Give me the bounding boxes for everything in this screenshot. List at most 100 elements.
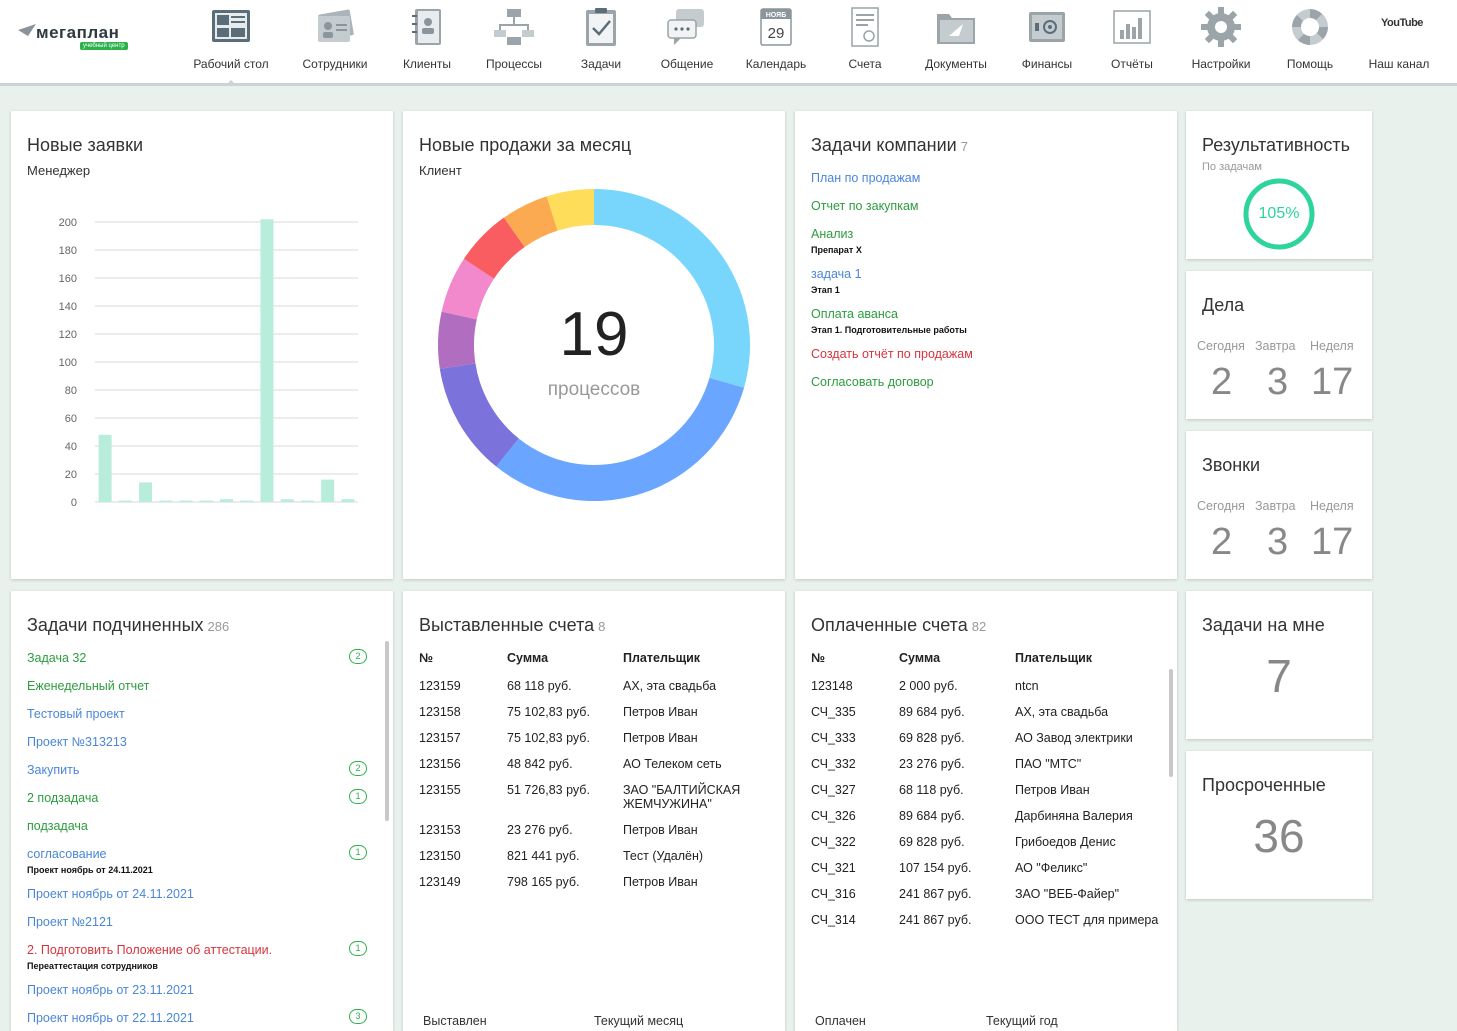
list-item[interactable]: Проект №313213 xyxy=(27,735,371,751)
invoice-number-link[interactable]: СЧ_332 xyxy=(811,757,856,771)
list-item[interactable]: 2 подзадача 1 xyxy=(27,789,371,807)
bar[interactable] xyxy=(240,500,254,502)
list-item[interactable]: согласование Проект ноябрь от 24.11.2021 1 xyxy=(27,845,371,875)
my-tasks-value[interactable]: 7 xyxy=(1266,650,1292,702)
bar[interactable] xyxy=(159,500,173,502)
task-link[interactable]: Проект №2121 xyxy=(27,915,113,929)
bar[interactable] xyxy=(300,500,314,502)
invoice-number-link[interactable]: 123153 xyxy=(419,823,461,837)
list-item[interactable]: Оплата аванса Этап 1. Подготовительные ра… xyxy=(811,307,1161,335)
task-link[interactable]: Отчет по закупкам xyxy=(811,199,919,213)
deals-card[interactable]: Дела Сегодня Завтра Неделя 2 3 17 xyxy=(1186,271,1372,419)
comments-count-icon[interactable]: 1 xyxy=(349,845,367,860)
invoice-number-link[interactable]: СЧ_322 xyxy=(811,835,856,849)
nav-tasks[interactable]: Задачи xyxy=(570,0,632,86)
donut-slice[interactable] xyxy=(439,363,519,467)
comments-count-icon[interactable]: 2 xyxy=(349,649,367,664)
invoice-number-link[interactable]: 123150 xyxy=(419,849,461,863)
list-item[interactable]: Анализ Препарат X xyxy=(811,227,1161,255)
issued-footer-period[interactable]: Текущий месяц xyxy=(594,1014,684,1028)
calls-card[interactable]: Звонки Сегодня Завтра Неделя 2 3 17 xyxy=(1186,431,1372,579)
list-item[interactable]: Проект №2121 xyxy=(27,915,371,931)
comments-count-icon[interactable]: 2 xyxy=(349,761,367,776)
task-link[interactable]: Анализ xyxy=(811,227,854,241)
stat-value-week[interactable]: 17 xyxy=(1311,361,1354,403)
invoice-number-link[interactable]: 123149 xyxy=(419,875,461,889)
task-link[interactable]: Оплата аванса xyxy=(811,307,898,321)
task-link[interactable]: 2 подзадача xyxy=(27,791,99,805)
invoice-number-link[interactable]: 123155 xyxy=(419,783,461,797)
bar[interactable] xyxy=(260,219,274,502)
invoice-number-link[interactable]: 123158 xyxy=(419,705,461,719)
list-item[interactable]: 2. Подготовить Положение об аттестации. П… xyxy=(27,941,371,971)
nav-youtube-channel[interactable]: YouTube Наш канал xyxy=(1362,0,1436,86)
list-item[interactable]: Проект ноябрь от 23.11.2021 xyxy=(27,983,371,999)
task-link[interactable]: Проект №313213 xyxy=(27,735,127,749)
bar[interactable] xyxy=(98,434,112,502)
task-link[interactable]: Проект ноябрь от 24.11.2021 xyxy=(27,887,194,901)
task-link[interactable]: Еженедельный отчет xyxy=(27,679,150,693)
list-item[interactable]: Проект ноябрь от 22.11.2021 3 xyxy=(27,1009,371,1027)
invoice-number-link[interactable]: 123157 xyxy=(419,731,461,745)
scrollbar[interactable] xyxy=(1169,669,1173,777)
task-link[interactable]: Тестовый проект xyxy=(27,707,125,721)
bar[interactable] xyxy=(118,500,132,502)
bar[interactable] xyxy=(321,479,335,502)
task-link[interactable]: Задача 32 xyxy=(27,651,87,665)
invoice-number-link[interactable]: СЧ_327 xyxy=(811,783,856,797)
nav-help[interactable]: Помощь xyxy=(1276,0,1344,86)
task-link[interactable]: подзадача xyxy=(27,819,88,833)
nav-desktop[interactable]: Рабочий стол xyxy=(188,0,274,86)
comments-count-icon[interactable]: 3 xyxy=(349,1009,367,1024)
nav-finance[interactable]: Финансы xyxy=(1012,0,1082,86)
invoice-number-link[interactable]: СЧ_321 xyxy=(811,861,856,875)
nav-reports[interactable]: Отчёты xyxy=(1100,0,1164,86)
nav-clients[interactable]: Клиенты xyxy=(390,0,464,86)
bar[interactable] xyxy=(179,500,193,502)
nav-calendar[interactable]: НОЯБ 29 Календарь xyxy=(740,0,812,86)
task-link[interactable]: Проект ноябрь от 23.11.2021 xyxy=(27,983,194,997)
overdue-value[interactable]: 36 xyxy=(1253,810,1305,862)
list-item[interactable]: Проект ноябрь от 24.11.2021 xyxy=(27,887,371,903)
bar[interactable] xyxy=(220,499,233,502)
bar[interactable] xyxy=(139,482,153,502)
invoice-number-link[interactable]: 123148 xyxy=(811,679,853,693)
task-link[interactable]: 2. Подготовить Положение об аттестации. xyxy=(27,943,273,957)
overdue-card[interactable]: Просроченные 36 xyxy=(1186,751,1372,899)
comments-count-icon[interactable]: 1 xyxy=(349,789,367,804)
invoice-number-link[interactable]: 123159 xyxy=(419,679,461,693)
list-item[interactable]: подзадача xyxy=(27,819,371,835)
invoice-number-link[interactable]: СЧ_314 xyxy=(811,913,856,927)
task-link[interactable]: согласование xyxy=(27,847,107,861)
donut-slice[interactable] xyxy=(496,377,745,502)
scrollbar[interactable] xyxy=(385,641,389,821)
task-link[interactable]: Закупить xyxy=(27,763,80,777)
donut-slice[interactable] xyxy=(503,196,558,248)
nav-processes[interactable]: Процессы xyxy=(476,0,552,86)
donut-slice[interactable] xyxy=(441,258,494,320)
task-link[interactable]: Создать отчёт по продажам xyxy=(811,347,973,361)
stat-value-tomorrow[interactable]: 3 xyxy=(1267,361,1289,403)
task-link[interactable]: Проект ноябрь от 22.11.2021 xyxy=(27,1011,194,1025)
task-link[interactable]: задача 1 xyxy=(811,267,862,281)
stat-value-tomorrow[interactable]: 3 xyxy=(1267,521,1289,563)
list-item[interactable]: Согласовать договор xyxy=(811,375,1161,391)
comments-count-icon[interactable]: 1 xyxy=(349,941,367,956)
list-item[interactable]: Задача 32 2 xyxy=(27,649,371,667)
donut-slice[interactable] xyxy=(463,217,525,279)
stat-value-today[interactable]: 2 xyxy=(1211,361,1233,403)
nav-chat[interactable]: Общение xyxy=(650,0,724,86)
megaplan-logo[interactable]: мегаплан учебный центр xyxy=(18,20,128,56)
donut-slice[interactable] xyxy=(546,189,594,231)
stat-value-today[interactable]: 2 xyxy=(1211,521,1233,563)
list-item[interactable]: План по продажам xyxy=(811,171,1161,187)
invoice-number-link[interactable]: СЧ_326 xyxy=(811,809,856,823)
list-item[interactable]: задача 1 Этап 1 xyxy=(811,267,1161,295)
my-tasks-card[interactable]: Задачи на мне 7 xyxy=(1186,591,1372,739)
invoice-number-link[interactable]: СЧ_335 xyxy=(811,705,856,719)
list-item[interactable]: Отчет по закупкам xyxy=(811,199,1161,215)
list-item[interactable]: Тестовый проект xyxy=(27,707,371,723)
bar[interactable] xyxy=(280,499,294,502)
paid-footer-period[interactable]: Текущий год xyxy=(986,1014,1058,1028)
bar[interactable] xyxy=(341,499,355,502)
